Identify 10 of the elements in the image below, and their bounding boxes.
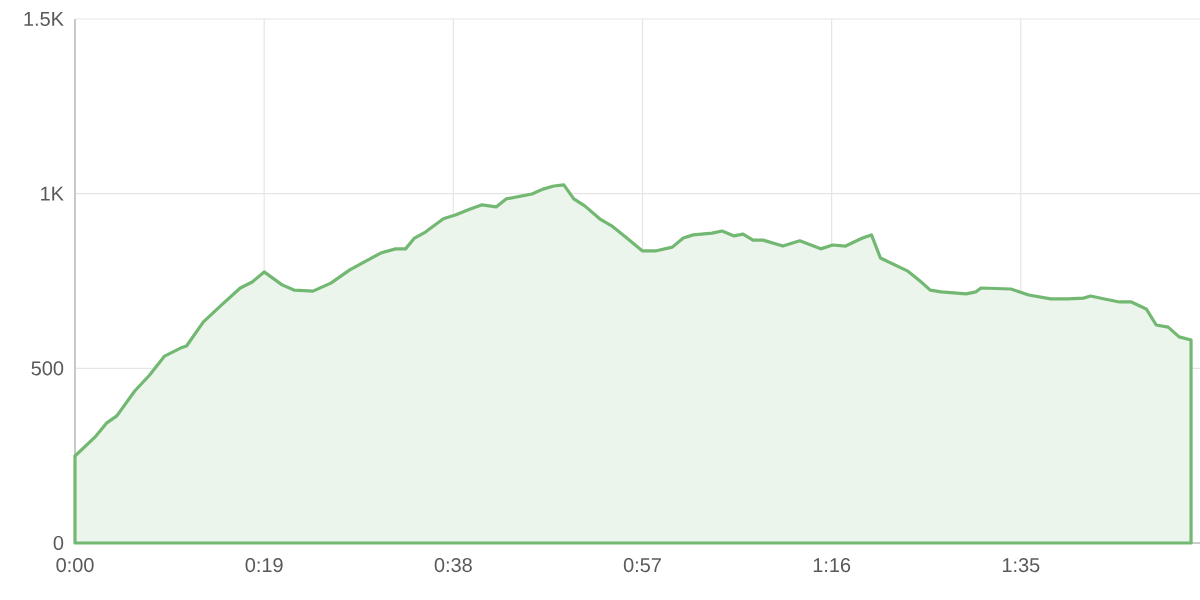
x-tick-label: 0:57 [623,558,661,573]
x-tick-label: 0:00 [56,558,94,573]
y-tick-label: 1.5K [24,12,64,26]
x-tick-label: 1:16 [813,558,851,573]
y-tick-label: 0 [53,535,64,551]
x-tick-label: 0:38 [434,558,472,573]
x-tick-label: 0:19 [245,558,283,573]
y-tick-label: 1K [41,186,64,201]
x-tick-label: 1:35 [1002,558,1040,573]
y-tick-label: 500 [31,361,64,376]
